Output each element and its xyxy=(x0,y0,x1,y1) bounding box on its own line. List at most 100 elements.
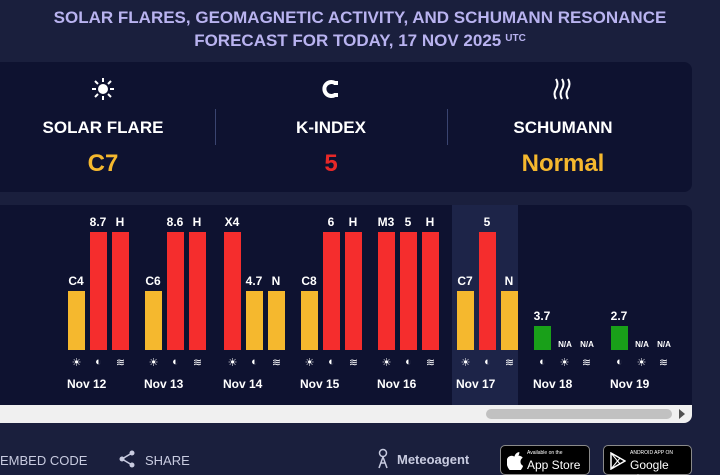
chart-bar-label: N xyxy=(504,274,514,288)
schumann-value: Normal xyxy=(521,150,605,177)
magnet-icon: ◐ xyxy=(539,356,546,368)
google-play-icon xyxy=(610,452,626,470)
chart-bar-label: 2.7 xyxy=(610,309,628,323)
magnet-icon: ◐ xyxy=(484,356,491,368)
chart-na-label: N/A xyxy=(580,340,594,349)
utc-label: UTC xyxy=(505,33,526,44)
summary-schumann: SCHUMANN Normal xyxy=(448,62,678,192)
chart-na-label: N/A xyxy=(657,340,671,349)
waves-icon: ≋ xyxy=(658,357,669,369)
chart-bar-kindex[interactable] xyxy=(167,232,184,350)
solar-flare-value: C7 xyxy=(87,150,119,177)
sun-icon: ☀ xyxy=(636,357,647,369)
chart-bar-kindex[interactable] xyxy=(323,232,340,350)
chart-bar-label: H xyxy=(115,215,125,229)
chart-bar-label: H xyxy=(192,215,202,229)
divider xyxy=(215,109,216,145)
chart-day-label: Nov 12 xyxy=(67,377,107,391)
solar-flare-label: SOLAR FLARE xyxy=(42,118,164,137)
chart-day-label: Nov 18 xyxy=(533,377,573,391)
chart-bar-kindex[interactable] xyxy=(400,232,417,350)
sun-icon xyxy=(0,76,218,102)
google-play-small-text: ANDROID APP ON xyxy=(630,450,673,456)
chart-bar-kindex[interactable] xyxy=(611,326,628,350)
footer: EMBED CODE SHARE Meteoagent Available on… xyxy=(0,440,720,475)
chart-day-label: Nov 13 xyxy=(144,377,184,391)
apple-icon xyxy=(507,452,523,470)
waves-icon: ≋ xyxy=(504,357,515,369)
page-title: SOLAR FLARES, GEOMAGNETIC ACTIVITY, AND … xyxy=(0,6,720,52)
meteoagent-link[interactable]: Meteoagent xyxy=(397,452,470,467)
chart-bar-kindex[interactable] xyxy=(534,326,551,350)
k-index-label: K-INDEX xyxy=(296,118,366,137)
divider xyxy=(447,109,448,145)
share-icon[interactable] xyxy=(118,450,136,468)
waves-icon: ≋ xyxy=(192,357,203,369)
sun-icon: ☀ xyxy=(460,357,471,369)
waves-icon: ≋ xyxy=(348,357,359,369)
chart-day-label: Nov 14 xyxy=(223,377,263,391)
chart-bar-solar[interactable] xyxy=(457,291,474,350)
title-line-2: FORECAST FOR TODAY, 17 NOV 2025 UTC xyxy=(194,31,526,50)
chart-bar-kindex[interactable] xyxy=(479,232,496,350)
chart-bar-label: 3.7 xyxy=(533,309,551,323)
meteoagent-icon xyxy=(378,448,388,469)
chart-bar-label: C4 xyxy=(68,274,84,288)
chart-bar-solar[interactable] xyxy=(224,232,241,350)
magnet-icon: ◐ xyxy=(328,356,335,368)
chart-day-label: Nov 15 xyxy=(300,377,340,391)
chart-day-label: Nov 17 xyxy=(456,377,496,391)
chart-bar-label: 5 xyxy=(404,215,412,229)
chart-bar-label: 8.6 xyxy=(166,215,184,229)
chart-bar-solar[interactable] xyxy=(301,291,318,350)
chart-bar-kindex[interactable] xyxy=(246,291,263,350)
magnet-icon: ◐ xyxy=(616,356,623,368)
chart-na-label: N/A xyxy=(558,340,572,349)
summary-panel: SOLAR FLARE C7 K-INDEX 5 SCHUMANN Normal xyxy=(0,62,692,192)
chart-day-label: Nov 16 xyxy=(377,377,417,391)
waves-icon: ≋ xyxy=(581,357,592,369)
app-store-badge[interactable]: Available on the App Store xyxy=(500,445,590,475)
google-play-badge[interactable]: ANDROID APP ON Google play xyxy=(603,445,692,475)
forecast-chart[interactable]: 55.7H☀◐≋Nov 11C48.7H☀◐≋Nov 12C68.6H☀◐≋No… xyxy=(0,205,692,423)
google-play-text: Google play xyxy=(630,458,669,475)
chart-bar-label: 5 xyxy=(483,215,491,229)
chart-bar-kindex[interactable] xyxy=(90,232,107,350)
embed-code-link[interactable]: EMBED CODE xyxy=(0,453,88,468)
waves-icon xyxy=(448,76,678,102)
waves-icon: ≋ xyxy=(425,357,436,369)
chart-bar-label: 4.7 xyxy=(245,274,263,288)
sun-icon: ☀ xyxy=(381,357,392,369)
k-index-value: 5 xyxy=(324,150,338,177)
sun-icon: ☀ xyxy=(304,357,315,369)
sun-icon: ☀ xyxy=(227,357,238,369)
chart-bar-schumann[interactable] xyxy=(189,232,206,350)
scrollbar-thumb[interactable] xyxy=(486,409,672,419)
sun-icon: ☀ xyxy=(148,357,159,369)
chart-bar-solar[interactable] xyxy=(145,291,162,350)
share-link[interactable]: SHARE xyxy=(145,453,190,468)
chart-bar-schumann[interactable] xyxy=(345,232,362,350)
chart-bar-schumann[interactable] xyxy=(112,232,129,350)
chart-bar-label: 8.7 xyxy=(89,215,107,229)
chart-bar-schumann[interactable] xyxy=(422,232,439,350)
magnet-icon: ◐ xyxy=(95,356,102,368)
schumann-label: SCHUMANN xyxy=(513,118,613,137)
chart-bar-schumann[interactable] xyxy=(501,291,518,350)
chart-bar-solar[interactable] xyxy=(378,232,395,350)
chart-bar-label: H xyxy=(425,215,435,229)
chart-bar-schumann[interactable] xyxy=(268,291,285,350)
sun-icon: ☀ xyxy=(71,357,82,369)
summary-k-index: K-INDEX 5 xyxy=(216,62,446,192)
app-store-small-text: Available on the xyxy=(527,450,563,456)
chart-bar-label: X4 xyxy=(224,215,240,229)
magnet-icon: ◐ xyxy=(172,356,179,368)
chart-bar-label: C6 xyxy=(145,274,161,288)
chart-bar-label: M3 xyxy=(377,215,395,229)
chart-day-label: Nov 19 xyxy=(610,377,650,391)
chart-na-label: N/A xyxy=(635,340,649,349)
magnet-icon xyxy=(216,76,446,102)
chart-bar-solar[interactable] xyxy=(68,291,85,350)
summary-solar-flare: SOLAR FLARE C7 xyxy=(0,62,218,192)
scroll-right-icon[interactable] xyxy=(679,409,685,419)
